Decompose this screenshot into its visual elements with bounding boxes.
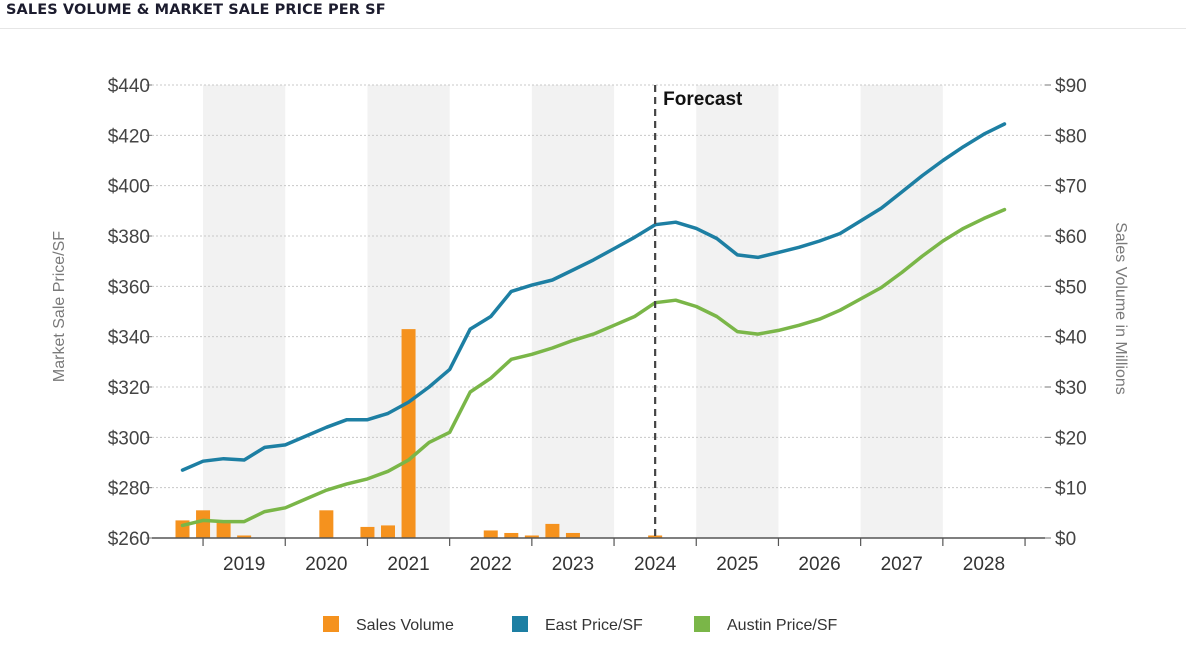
right-tick-label: $30 <box>1055 378 1087 399</box>
axis-titles: Market Sale Price/SF Sales Volume in Mill… <box>51 222 1129 395</box>
right-tick-label: $90 <box>1055 76 1087 97</box>
x-tick-label: 2026 <box>798 554 840 575</box>
sales-volume-bar <box>216 520 231 538</box>
legend-label: Austin Price/SF <box>727 617 837 634</box>
year-band-4 <box>860 85 943 538</box>
legend-swatch <box>323 616 339 632</box>
price-lines <box>180 122 1007 528</box>
year-band-2 <box>531 85 615 538</box>
legend-label: Sales Volume <box>356 617 454 634</box>
left-tick-label: $340 <box>108 328 150 349</box>
x-axis-ticks: 2019 2020 2021 2022 2023 2024 2025 2026 2027 2028 <box>202 538 1026 575</box>
legend-swatch <box>694 616 710 632</box>
austin-price-sf-line <box>180 207 1007 528</box>
right-tick-label: $10 <box>1055 479 1087 500</box>
page-title: SALES VOLUME & MARKET SALE PRICE PER SF <box>6 2 386 18</box>
left-tick-label: $260 <box>108 529 150 550</box>
sales-volume-bar <box>483 530 498 538</box>
left-axis-ticks: $260 $280 $300 $320 $340 $360 $380 $400 $420 $440 <box>108 76 152 550</box>
left-tick-label: $300 <box>108 428 150 449</box>
right-tick-label: $40 <box>1055 328 1087 349</box>
sales-volume-bar <box>545 523 560 538</box>
x-tick-label: 2024 <box>634 554 677 575</box>
x-tick-label: 2023 <box>552 554 594 575</box>
chart-frame: 2019 2020 2021 2022 2023 2024 2025 2026 2027 2028… <box>0 28 1186 662</box>
left-tick-label: $320 <box>108 378 150 399</box>
gridlines <box>152 84 1045 489</box>
sales-volume-bars <box>175 329 663 538</box>
x-tick-label: 2028 <box>963 554 1005 575</box>
year-band-0 <box>203 85 286 538</box>
sales-volume-bar <box>381 525 395 538</box>
forecast-marker: Forecast <box>654 85 743 538</box>
left-tick-label: $400 <box>108 177 150 198</box>
east-price-sf-line <box>180 122 1007 472</box>
left-tick-label: $360 <box>108 277 150 298</box>
forecast-label: Forecast <box>663 89 743 110</box>
left-tick-label: $420 <box>108 126 150 147</box>
x-tick-label: 2025 <box>716 554 758 575</box>
sales-volume-bar <box>565 532 580 538</box>
right-tick-label: $80 <box>1055 126 1087 147</box>
chart-svg: 2019 2020 2021 2022 2023 2024 2025 2026 2027 2028… <box>51 76 1129 634</box>
sales-volume-bar <box>237 535 252 538</box>
legend-label: East Price/SF <box>545 617 643 634</box>
x-tick-label: 2019 <box>223 554 265 575</box>
sales-volume-bar <box>360 526 375 538</box>
right-tick-label: $70 <box>1055 177 1087 198</box>
right-tick-label: $20 <box>1055 428 1087 449</box>
right-axis-title: Sales Volume in Millions <box>1112 222 1129 395</box>
sales-volume-bar <box>504 532 519 538</box>
legend-swatch <box>512 616 528 632</box>
left-axis-title: Market Sale Price/SF <box>51 231 68 382</box>
x-tick-label: 2020 <box>305 554 347 575</box>
right-tick-label: $60 <box>1055 227 1087 248</box>
left-tick-label: $280 <box>108 479 150 500</box>
alternating-year-bands <box>203 85 943 538</box>
x-tick-label: 2027 <box>881 554 923 575</box>
x-tick-label: 2021 <box>387 554 429 575</box>
right-axis-ticks: $0 $10 $20 $30 $40 $50 $60 $70 $80 $90 <box>1045 76 1087 550</box>
sales-volume-bar <box>196 510 211 538</box>
sales-volume-bar <box>319 510 334 538</box>
sales-volume-bar <box>401 329 416 538</box>
left-tick-label: $440 <box>108 76 150 97</box>
sales-volume-bar <box>648 535 663 538</box>
x-tick-label: 2022 <box>470 554 512 575</box>
right-tick-label: $0 <box>1055 529 1076 550</box>
right-tick-label: $50 <box>1055 277 1087 298</box>
left-tick-label: $380 <box>108 227 150 248</box>
sales-volume-bar <box>524 535 539 538</box>
legend: Sales Volume East Price/SF Austin Price/SF <box>323 616 837 634</box>
